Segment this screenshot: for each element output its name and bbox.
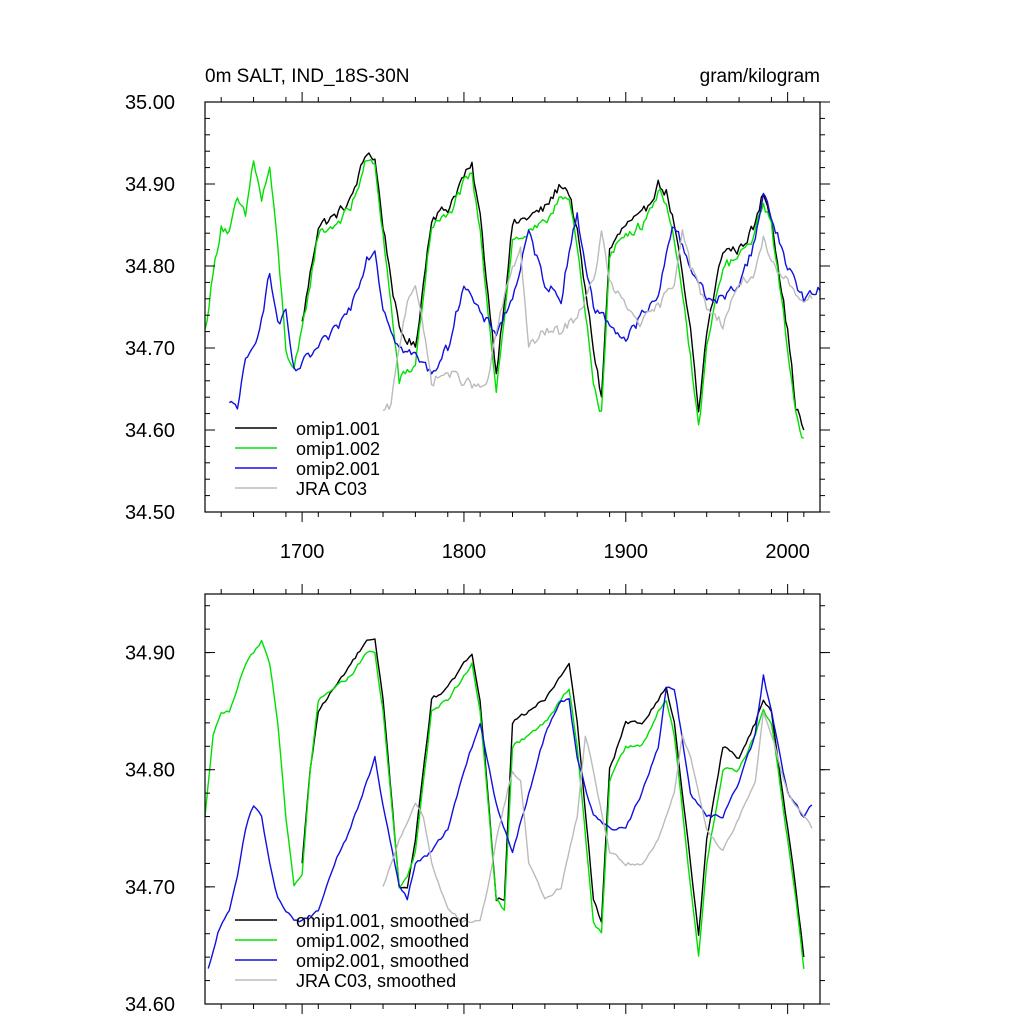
x-tick-label: 1900 bbox=[604, 541, 649, 563]
bottom-axis-ticks: 34.60 34.70 34.80 34.90 bbox=[125, 584, 830, 1016]
x-tick-label: 1700 bbox=[280, 541, 325, 563]
top-chart-units: gram/kilogram bbox=[700, 66, 820, 87]
top-series-line-1 bbox=[301, 152, 805, 431]
top-chart-title: 0m SALT, IND_18S-30N bbox=[205, 66, 410, 87]
top-series-line-3 bbox=[228, 192, 821, 410]
bottom-series-line-2 bbox=[204, 639, 805, 969]
legend-label: omip2.001 bbox=[296, 459, 380, 479]
x-tick-label: 1800 bbox=[442, 541, 487, 563]
bottom-panel: 34.60 34.70 34.80 34.90 omip1.001, smoothed… bbox=[125, 584, 830, 1016]
top-series-line-4 bbox=[382, 229, 813, 412]
legend-label: omip1.002, smoothed bbox=[296, 931, 469, 951]
y-tick-label: 34.60 bbox=[125, 994, 175, 1016]
top-series-line-2 bbox=[204, 158, 805, 439]
legend-label: JRA C03, smoothed bbox=[296, 971, 456, 991]
top-panel: 0m SALT, IND_18S-30N gram/kilogram 34.50… bbox=[125, 66, 830, 563]
y-tick-label: 34.70 bbox=[125, 877, 175, 899]
bottom-series-group bbox=[204, 638, 813, 969]
legend-label: omip1.002 bbox=[296, 439, 380, 459]
legend-label: omip1.001 bbox=[296, 419, 380, 439]
bottom-series-line-3 bbox=[207, 674, 813, 969]
y-tick-label: 34.80 bbox=[125, 256, 175, 278]
y-tick-label: 34.50 bbox=[125, 502, 175, 524]
y-tick-label: 35.00 bbox=[125, 92, 175, 114]
bottom-series-line-1 bbox=[301, 638, 805, 958]
y-tick-label: 34.90 bbox=[125, 174, 175, 196]
legend-label: omip2.001, smoothed bbox=[296, 951, 469, 971]
y-tick-label: 34.60 bbox=[125, 420, 175, 442]
bottom-series-line-4 bbox=[382, 711, 813, 924]
top-series-group bbox=[204, 152, 821, 439]
y-tick-label: 34.70 bbox=[125, 338, 175, 360]
x-tick-label: 2000 bbox=[765, 541, 810, 563]
top-axis-ticks: 34.50 34.60 34.70 34.80 34.90 35.00 1700 1800 19… bbox=[125, 92, 830, 563]
legend-label: JRA C03 bbox=[296, 479, 367, 499]
y-tick-label: 34.90 bbox=[125, 643, 175, 665]
y-tick-label: 34.80 bbox=[125, 760, 175, 782]
legend-label: omip1.001, smoothed bbox=[296, 911, 469, 931]
